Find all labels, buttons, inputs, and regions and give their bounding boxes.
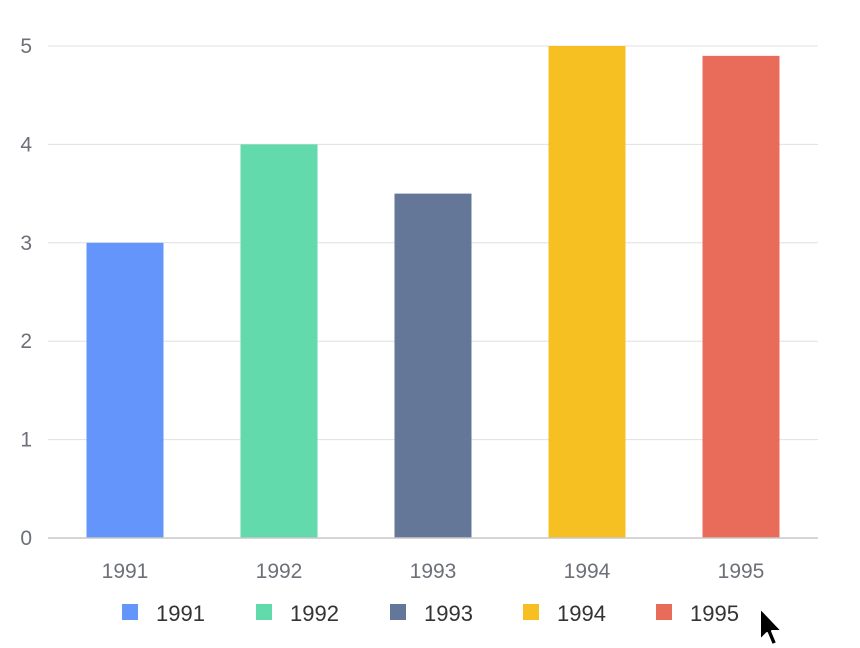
x-tick-label: 1991 (102, 560, 149, 583)
mouse-pointer-icon (759, 607, 783, 646)
legend-item-1995[interactable]: 1995 (656, 601, 739, 626)
legend[interactable]: 1991 1992 1993 1994 1995 (122, 601, 739, 626)
y-axis-ticks: 0 1 2 3 4 5 (20, 35, 32, 550)
bar-1992[interactable] (240, 144, 318, 538)
bars (86, 46, 780, 539)
y-tick-label: 4 (20, 133, 32, 156)
legend-item-1991[interactable]: 1991 (122, 601, 205, 626)
y-tick-label: 2 (20, 330, 32, 353)
legend-label: 1995 (690, 601, 739, 626)
bar-1995[interactable] (702, 55, 780, 539)
legend-label: 1992 (290, 601, 339, 626)
bar-1993[interactable] (394, 193, 472, 538)
legend-item-1992[interactable]: 1992 (256, 601, 339, 626)
bar-1994[interactable] (548, 46, 626, 538)
bar-1991[interactable] (86, 242, 164, 539)
x-tick-label: 1995 (718, 560, 765, 583)
y-tick-label: 1 (20, 429, 32, 452)
x-tick-label: 1992 (256, 560, 303, 583)
legend-label: 1994 (557, 601, 606, 626)
legend-swatch (256, 604, 272, 620)
legend-swatch (656, 604, 672, 620)
legend-swatch (523, 604, 539, 620)
y-tick-label: 3 (20, 232, 32, 255)
legend-label: 1991 (156, 601, 205, 626)
x-tick-label: 1994 (564, 560, 611, 583)
legend-swatch (122, 604, 138, 620)
x-axis-ticks: 1991 1992 1993 1994 1995 (102, 560, 765, 583)
legend-item-1994[interactable]: 1994 (523, 601, 606, 626)
legend-swatch (390, 604, 406, 620)
x-tick-label: 1993 (410, 560, 457, 583)
y-tick-label: 5 (20, 35, 32, 58)
legend-item-1993[interactable]: 1993 (390, 601, 473, 626)
y-tick-label: 0 (20, 527, 32, 550)
legend-label: 1993 (424, 601, 473, 626)
